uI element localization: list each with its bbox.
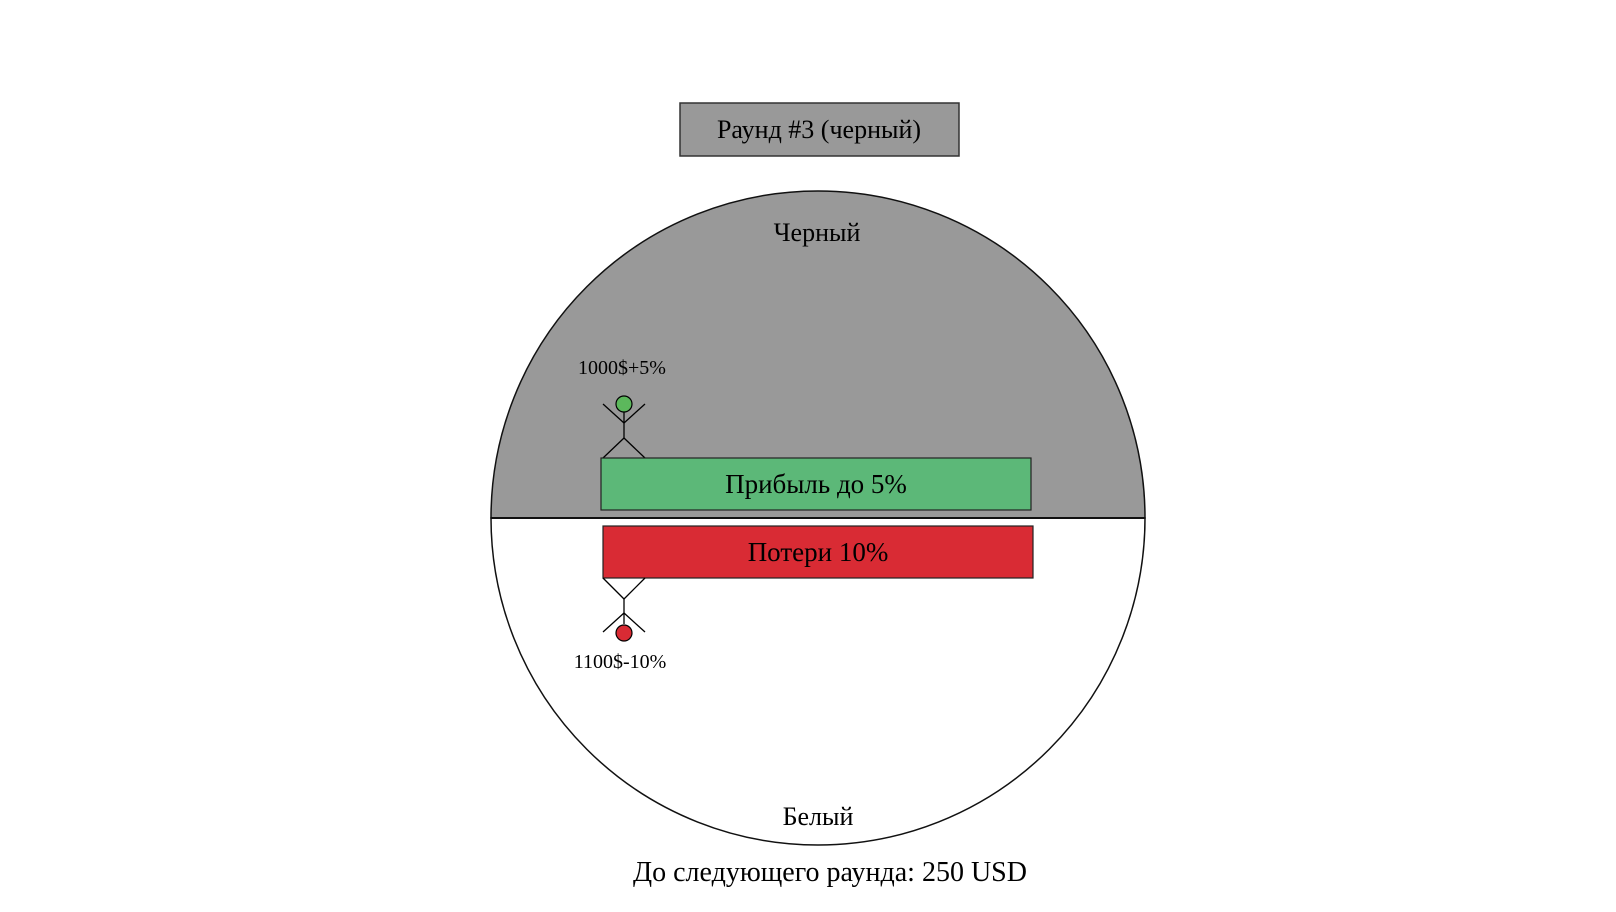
round-label-box <box>679 102 960 157</box>
winner-stick-figure-icon <box>602 395 646 459</box>
loser-amount-label: 1100$-10% <box>574 651 667 673</box>
loser-head <box>615 624 633 642</box>
white-half <box>490 517 1146 846</box>
winner-amount-label: 1000$+5% <box>578 357 666 379</box>
round-label: Раунд #3 (черный) <box>717 115 921 144</box>
winner-head <box>615 395 633 413</box>
black-half-label: Черный <box>774 218 861 247</box>
profit-bar-label: Прибыль до 5% <box>725 469 907 499</box>
loss-bar-label: Потери 10% <box>748 537 889 567</box>
black-half <box>490 190 1146 519</box>
next-round-footer: До следующего раунда: 250 USD <box>633 857 1027 888</box>
profit-bar <box>600 457 1032 511</box>
white-half-label: Белый <box>783 802 854 831</box>
loser-stick-figure-icon <box>602 577 646 642</box>
loss-bar <box>602 525 1034 579</box>
